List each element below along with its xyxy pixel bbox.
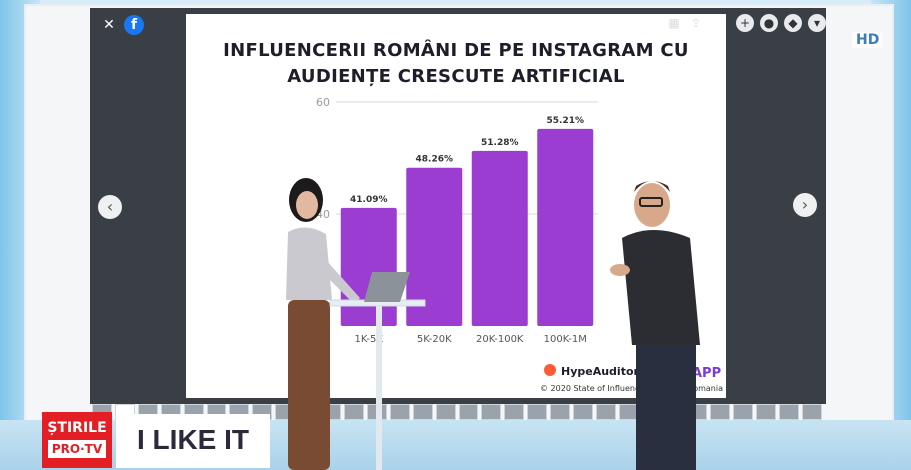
x-tick-label: 20K-100K [476, 334, 524, 345]
share-icon[interactable]: ⇪ [690, 16, 702, 30]
slide-title-line2: AUDIENȚE CRESCUTE ARTIFICIAL [287, 66, 625, 87]
hypeauditor-logo-icon [544, 364, 556, 376]
source-note: © 2020 State of Influencer [540, 384, 648, 393]
x-tick-label: 1K-5K [355, 334, 384, 345]
slide-title-line1: INFLUENCERII ROMÂNI DE PE INSTAGRAM CU [223, 40, 689, 61]
bar-data-label: 55.21% [547, 116, 585, 126]
hd-badge: HD [852, 32, 884, 48]
slide-thumbnail[interactable] [779, 404, 800, 420]
source-brand: HypeAuditor [561, 365, 640, 378]
slide-thumbnail[interactable] [733, 404, 754, 420]
slide-thumbnail[interactable] [435, 404, 456, 420]
x-tick-label: 5K-20K [417, 334, 452, 345]
show-title-box: I LIKE IT [116, 414, 270, 468]
settings-icon[interactable]: ◆ [784, 14, 802, 32]
chevron-down-icon[interactable]: ▾ [808, 14, 826, 32]
chat-icon[interactable]: ● [760, 14, 778, 32]
slide-thumbnail[interactable] [550, 404, 571, 420]
bar-data-label: 41.09% [350, 195, 388, 205]
slide-thumbnail[interactable] [458, 404, 479, 420]
show-title: I LIKE IT [137, 424, 249, 455]
slide-thumbnail[interactable] [481, 404, 502, 420]
slide-thumbnail[interactable] [595, 404, 616, 420]
news-logo: ȘTIRILE PRO·TV [42, 412, 112, 468]
slide-thumbnail[interactable] [504, 404, 525, 420]
y-tick-label: 60 [316, 96, 330, 109]
slide-thumbnail[interactable] [527, 404, 548, 420]
slide-thumbnail[interactable] [756, 404, 777, 420]
logo-line2: PRO·TV [48, 440, 106, 458]
presenter-desk [329, 272, 426, 470]
slide-thumbnail[interactable] [802, 404, 822, 420]
facebook-icon[interactable]: f [124, 15, 144, 35]
presenter-woman [286, 178, 360, 470]
arrow-left-icon[interactable]: ‹ [98, 195, 122, 219]
plus-icon[interactable]: + [736, 14, 754, 32]
slide-thumbnail[interactable] [343, 404, 364, 420]
arrow-right-icon[interactable]: › [793, 193, 817, 217]
x-tick-label: 100K-1M [544, 334, 587, 345]
presenter-man [610, 181, 700, 470]
bar [406, 167, 463, 326]
source-note-right: Romania [688, 384, 723, 393]
logo-line1: ȘTIRILE [47, 420, 107, 436]
bar [471, 150, 528, 326]
slide-thumbnail[interactable] [573, 404, 593, 420]
grid-icon[interactable]: ▦ [668, 16, 680, 30]
viewer-toolbar-left: ✕ f [100, 14, 144, 36]
slide-thumbnail[interactable] [412, 404, 433, 420]
bar-data-label: 48.26% [416, 155, 454, 165]
slide-thumbnail[interactable] [389, 404, 410, 420]
slide-title: INFLUENCERII ROMÂNI DE PE INSTAGRAM CU A… [186, 38, 726, 90]
bar [537, 128, 594, 326]
mute-icon[interactable]: ✕ [103, 17, 115, 33]
viewer-toolbar-right: ▦ ⇪ + ● ◆ ▾ [666, 12, 826, 34]
bar-data-label: 51.28% [481, 138, 519, 148]
slide-thumbnail[interactable] [710, 404, 731, 420]
partner-logo-fragment: APP [692, 366, 721, 381]
